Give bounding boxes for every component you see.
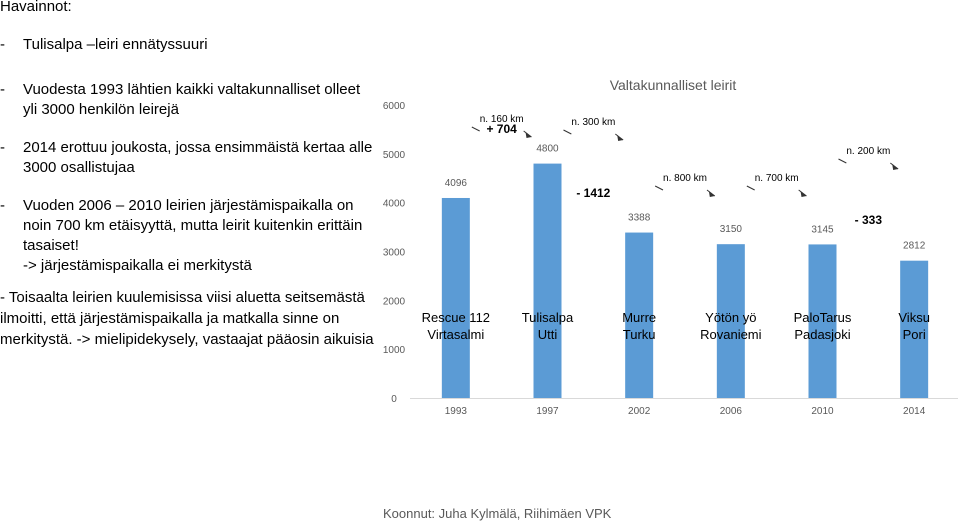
distance-arrow [471,126,480,132]
y-tick-label: 4000 [383,199,406,210]
y-tick-label: 3000 [383,248,406,259]
source-footer: Koonnut: Juha Kylmälä, Riihimäen VPK [383,506,612,521]
camp-name-label: Tulisalpa [522,310,574,325]
y-tick-label: 6000 [383,101,406,112]
distance-arrow [654,185,664,191]
bullet-dash: - [0,139,5,156]
camp-name-label: Pori [903,327,926,342]
observation-line: Tulisalpa –leiri ennätyssuuri [23,36,208,53]
observations-title: Havainnot: [0,0,72,15]
camp-name-label: Rescue 112 [422,310,490,325]
bar [625,232,654,398]
bar [441,197,470,398]
x-tick-label: 1997 [536,406,559,417]
y-tick-label: 2000 [383,296,406,307]
x-tick-label: 2010 [811,406,834,417]
observation-line: yli 3000 henkilön leirejä [23,101,179,118]
distance-arrow [838,158,847,164]
bar [900,260,929,398]
observation-line: -> järjestämispaikalla ei merkitystä [23,257,252,274]
camp-name-label: Yötön yö [705,310,756,325]
camp-name-label: Rovaniemi [700,327,762,342]
observation-line: Vuoden 2006 – 2010 leirien järjestämispa… [23,197,354,214]
arrowhead [708,191,715,197]
arrowhead [525,132,532,138]
bar-value-label: 2812 [903,241,926,252]
bar-value-label: 4800 [536,144,559,155]
x-tick-label: 2006 [720,406,743,417]
camp-name-label: Padasjoki [794,327,850,342]
bar [533,163,562,398]
observation-note: - Toisaalta leirien kuulemisissa viisi a… [0,289,374,348]
bar-value-label: 4096 [445,178,468,189]
y-tick-label: 0 [391,394,397,405]
change-label: + 704 [486,122,517,136]
change-label: - 333 [855,213,883,227]
distance-arrow [746,185,755,191]
camp-name-label: Viksu [898,310,930,325]
bar-value-label: 3150 [720,224,743,235]
observation-line: tasaiset! [23,237,79,254]
distance-label: n. 300 km [571,117,615,128]
bullet-dash: - [0,36,5,53]
x-tick-label: 2002 [628,406,651,417]
distance-arrow [563,129,572,135]
bullet-dash: - [0,197,5,214]
distance-label: n. 200 km [846,146,890,157]
observation-line: noin 700 km etäisyyttä, mutta leirit kui… [23,217,363,234]
camp-name-label: Turku [623,327,656,342]
change-label: - 1412 [576,186,610,200]
bar [808,244,837,398]
arrowhead [892,164,899,170]
observation-line: Vuodesta 1993 lähtien kaikki valtakunnal… [23,81,361,98]
observation-line: 3000 osallistujaa [23,159,135,176]
distance-label: n. 800 km [663,173,707,184]
camp-name-label: Utti [538,327,558,342]
y-tick-label: 1000 [383,345,406,356]
distance-label: n. 700 km [755,173,799,184]
camp-name-label: Murre [622,310,656,325]
bar-value-label: 3388 [628,213,651,224]
y-tick-label: 5000 [383,150,406,161]
x-tick-label: 1993 [445,406,468,417]
x-tick-label: 2014 [903,406,926,417]
arrowhead [617,135,624,141]
camp-name-label: PaloTarus [794,310,852,325]
observation-line: 2014 erottuu joukosta, jossa ensimmäistä… [23,139,373,156]
distance-label: n. 160 km [480,114,524,125]
arrowhead [800,191,807,197]
camp-name-label: Virtasalmi [427,327,484,342]
bar [716,244,745,398]
bullet-dash: - [0,81,5,98]
bar-value-label: 3145 [811,224,834,235]
chart-title: Valtakunnalliset leirit [610,77,737,93]
